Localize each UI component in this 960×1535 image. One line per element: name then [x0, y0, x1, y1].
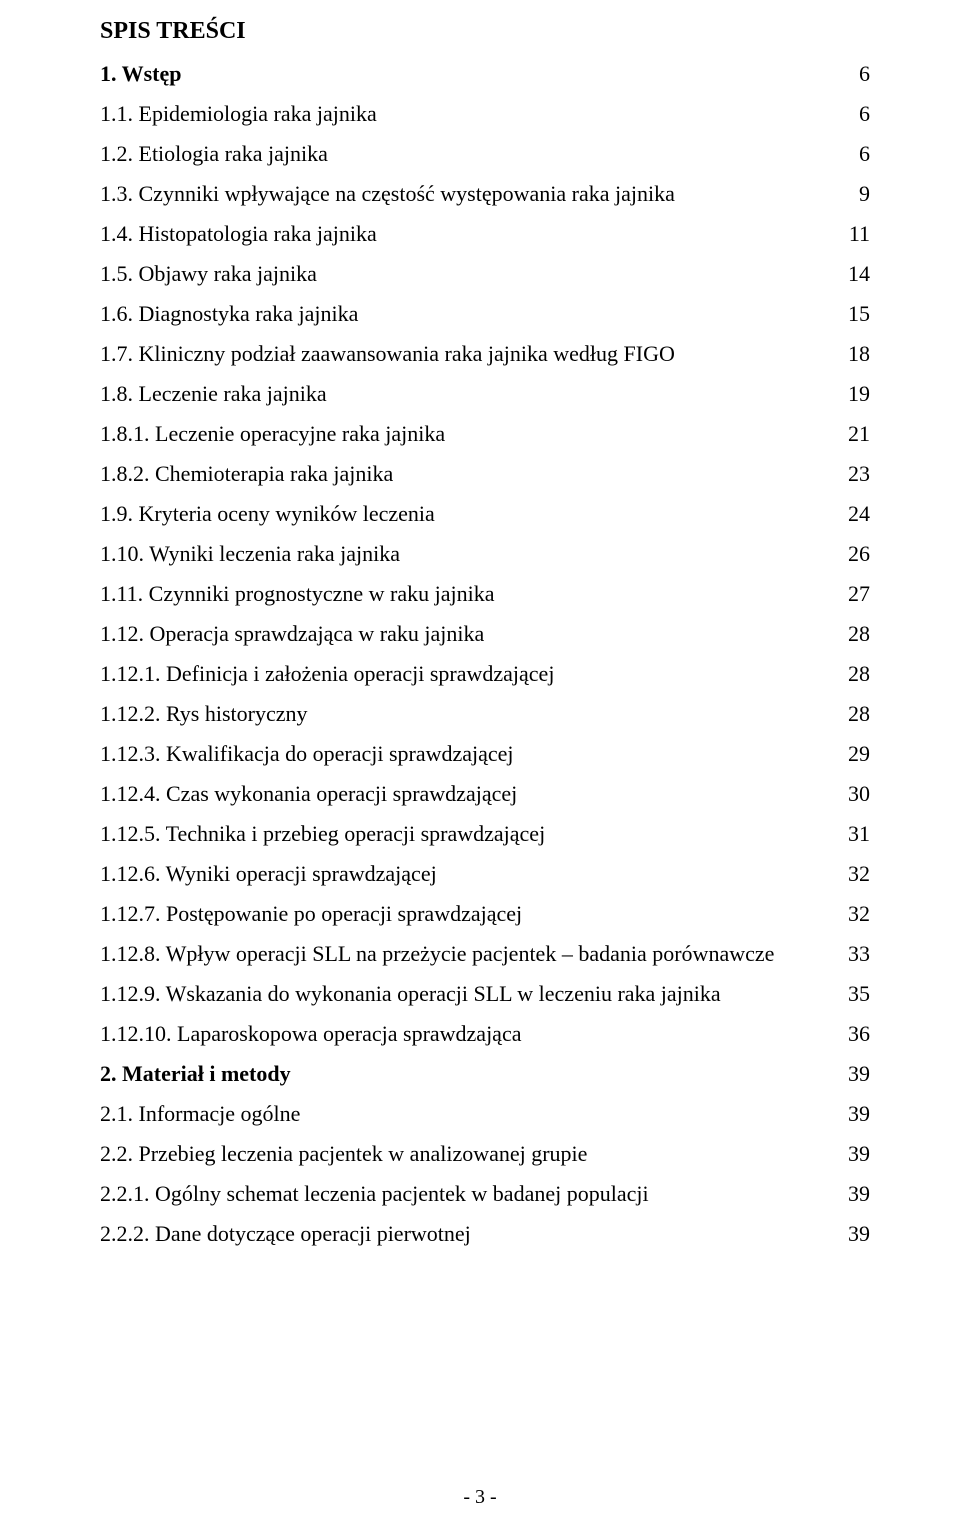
toc-entry-page: 11	[847, 223, 870, 245]
toc-entry-page: 32	[846, 863, 870, 885]
toc-entry-page: 39	[846, 1143, 870, 1165]
toc-entry: 1.11. Czynniki prognostyczne w raku jajn…	[100, 583, 870, 605]
toc-entry-page: 21	[846, 423, 870, 445]
toc-entry-label: 2.1. Informacje ogólne	[100, 1103, 300, 1125]
toc-entry-label: 1.12.10. Laparoskopowa operacja sprawdza…	[100, 1023, 521, 1045]
toc-entry-page: 35	[846, 983, 870, 1005]
toc-entry-label: 1.12.8. Wpływ operacji SLL na przeżycie …	[100, 943, 774, 965]
toc-entry: 1.5. Objawy raka jajnika 14	[100, 263, 870, 285]
toc-entry-page: 31	[846, 823, 870, 845]
toc-entry-page: 28	[846, 663, 870, 685]
toc-entry-page: 6	[857, 63, 870, 85]
toc-entry-label: 2. Materiał i metody	[100, 1063, 291, 1085]
toc-entry-page: 30	[846, 783, 870, 805]
toc-entry-page: 6	[857, 103, 870, 125]
toc-entry-label: 1. Wstęp	[100, 63, 182, 85]
toc-entry-page: 39	[846, 1103, 870, 1125]
toc-entry: 1.1. Epidemiologia raka jajnika 6	[100, 103, 870, 125]
toc-entry: 1.8. Leczenie raka jajnika 19	[100, 383, 870, 405]
toc-entry: 1.12.5. Technika i przebieg operacji spr…	[100, 823, 870, 845]
toc-entry: 2. Materiał i metody 39	[100, 1063, 870, 1085]
toc-entry-page: 32	[846, 903, 870, 925]
toc-entry: 1.12.9. Wskazania do wykonania operacji …	[100, 983, 870, 1005]
toc-entry: 1.12.4. Czas wykonania operacji sprawdza…	[100, 783, 870, 805]
toc-entry-page: 27	[846, 583, 870, 605]
toc-entry-label: 1.8.1. Leczenie operacyjne raka jajnika	[100, 423, 445, 445]
toc-entry-label: 1.12.1. Definicja i założenia operacji s…	[100, 663, 554, 685]
toc-entry-label: 1.8.2. Chemioterapia raka jajnika	[100, 463, 393, 485]
toc-entry: 1.12.1. Definicja i założenia operacji s…	[100, 663, 870, 685]
toc-entry-label: 1.11. Czynniki prognostyczne w raku jajn…	[100, 583, 495, 605]
toc-entry-label: 1.12.2. Rys historyczny	[100, 703, 308, 725]
toc-title: SPIS TREŚCI	[100, 18, 870, 45]
toc-entry-page: 15	[846, 303, 870, 325]
toc-entry-page: 23	[846, 463, 870, 485]
toc-entry: 1.8.1. Leczenie operacyjne raka jajnika 2…	[100, 423, 870, 445]
toc-entry: 1.10. Wyniki leczenia raka jajnika 26	[100, 543, 870, 565]
toc-entry-label: 1.5. Objawy raka jajnika	[100, 263, 317, 285]
toc-entry: 1.12.6. Wyniki operacji sprawdzającej 32	[100, 863, 870, 885]
toc-entry-page: 26	[846, 543, 870, 565]
toc-entry-page: 36	[846, 1023, 870, 1045]
toc-entry: 1.6. Diagnostyka raka jajnika 15	[100, 303, 870, 325]
toc-entry: 1.2. Etiologia raka jajnika 6	[100, 143, 870, 165]
toc-entry-label: 1.1. Epidemiologia raka jajnika	[100, 103, 377, 125]
toc-entry-label: 1.7. Kliniczny podział zaawansowania rak…	[100, 343, 675, 365]
toc-entry: 1.12.7. Postępowanie po operacji sprawdz…	[100, 903, 870, 925]
toc-entry-label: 1.12.6. Wyniki operacji sprawdzającej	[100, 863, 437, 885]
toc-entry: 2.2. Przebieg leczenia pacjentek w anali…	[100, 1143, 870, 1165]
toc-entry: 1.7. Kliniczny podział zaawansowania rak…	[100, 343, 870, 365]
toc-entry-label: 2.2.2. Dane dotyczące operacji pierwotne…	[100, 1223, 471, 1245]
toc-entry: 1.12.2. Rys historyczny 28	[100, 703, 870, 725]
toc-entry: 1.8.2. Chemioterapia raka jajnika 23	[100, 463, 870, 485]
toc-entry-page: 29	[846, 743, 870, 765]
page-number-footer: - 3 -	[0, 1486, 960, 1509]
toc-entry-label: 1.2. Etiologia raka jajnika	[100, 143, 328, 165]
toc-entry-page: 39	[846, 1223, 870, 1245]
toc-entry-label: 1.12.7. Postępowanie po operacji sprawdz…	[100, 903, 522, 925]
toc-entry: 1.9. Kryteria oceny wyników leczenia 24	[100, 503, 870, 525]
toc-entry-label: 1.10. Wyniki leczenia raka jajnika	[100, 543, 400, 565]
toc-entry-page: 28	[846, 703, 870, 725]
toc-entry-label: 1.4. Histopatologia raka jajnika	[100, 223, 377, 245]
toc-entry-label: 1.12.5. Technika i przebieg operacji spr…	[100, 823, 545, 845]
toc-entry-label: 1.9. Kryteria oceny wyników leczenia	[100, 503, 435, 525]
toc-entry: 1.12.8. Wpływ operacji SLL na przeżycie …	[100, 943, 870, 965]
toc-entry: 1.12.10. Laparoskopowa operacja sprawdza…	[100, 1023, 870, 1045]
toc-entry-page: 19	[846, 383, 870, 405]
toc-entry: 1.3. Czynniki wpływające na częstość wys…	[100, 183, 870, 205]
toc-entry: 1. Wstęp 6	[100, 63, 870, 85]
toc-entry-label: 2.2.1. Ogólny schemat leczenia pacjentek…	[100, 1183, 649, 1205]
toc-entry-label: 1.12.3. Kwalifikacja do operacji sprawdz…	[100, 743, 514, 765]
toc-entry: 2.2.1. Ogólny schemat leczenia pacjentek…	[100, 1183, 870, 1205]
toc-entry-label: 1.12.4. Czas wykonania operacji sprawdza…	[100, 783, 517, 805]
toc-entry-page: 39	[846, 1183, 870, 1205]
toc-list: 1. Wstęp61.1. Epidemiologia raka jajnika…	[100, 63, 870, 1245]
toc-entry-label: 1.12.9. Wskazania do wykonania operacji …	[100, 983, 721, 1005]
toc-entry-label: 1.8. Leczenie raka jajnika	[100, 383, 327, 405]
toc-entry-page: 28	[846, 623, 870, 645]
toc-entry-label: 1.12. Operacja sprawdzająca w raku jajni…	[100, 623, 484, 645]
toc-entry-label: 2.2. Przebieg leczenia pacjentek w anali…	[100, 1143, 587, 1165]
toc-entry-label: 1.6. Diagnostyka raka jajnika	[100, 303, 358, 325]
toc-entry-page: 9	[857, 183, 870, 205]
toc-entry: 1.12.3. Kwalifikacja do operacji sprawdz…	[100, 743, 870, 765]
toc-entry: 2.2.2. Dane dotyczące operacji pierwotne…	[100, 1223, 870, 1245]
toc-entry-page: 18	[846, 343, 870, 365]
toc-entry: 1.12. Operacja sprawdzająca w raku jajni…	[100, 623, 870, 645]
toc-entry: 2.1. Informacje ogólne 39	[100, 1103, 870, 1125]
document-page: SPIS TREŚCI 1. Wstęp61.1. Epidemiologia …	[0, 0, 960, 1535]
toc-entry: 1.4. Histopatologia raka jajnika 11	[100, 223, 870, 245]
toc-entry-page: 14	[846, 263, 870, 285]
toc-entry-page: 6	[857, 143, 870, 165]
toc-entry-page: 24	[846, 503, 870, 525]
toc-entry-label: 1.3. Czynniki wpływające na częstość wys…	[100, 183, 675, 205]
toc-entry-page: 39	[846, 1063, 870, 1085]
toc-entry-page: 33	[846, 943, 870, 965]
